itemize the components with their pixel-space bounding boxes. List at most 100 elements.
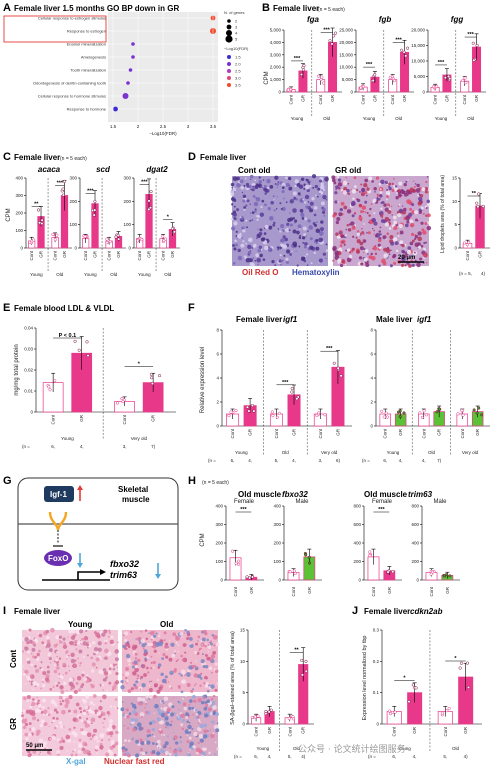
panel-i-micro-old-gr-cell — [136, 753, 138, 755]
panel-i-micro-young-gr-cell — [59, 700, 61, 703]
panel-a-dot — [128, 68, 133, 72]
panel-c-sig-label: *** — [57, 181, 64, 187]
panel-b-cond-label: GR — [372, 94, 377, 102]
panel-i-micro-young-gr-cell — [78, 738, 82, 742]
panel-f-n: 3, — [318, 458, 322, 463]
panel-b-sig-label: *** — [294, 56, 301, 62]
panel-a-chart: Cellular response to estrogen stimulusRe… — [33, 10, 249, 136]
panel-i-micro-old-cont-cell — [125, 677, 128, 680]
panel-d-micro-cont-cell — [255, 197, 261, 202]
panel-i-micro-young-gr-cell — [52, 716, 56, 720]
panel-d-micro-gr-cell — [347, 192, 351, 195]
panel-i-micro-young-gr-cell — [51, 721, 53, 724]
panel-i-micro-old-cont-cell — [135, 638, 137, 640]
panel-f-n: 6) — [336, 458, 341, 463]
panel-d-micro-cont-cell — [304, 194, 310, 200]
panel-d-micro-gr-cell — [364, 200, 368, 204]
panel-d-micro-gr-cell — [410, 223, 415, 228]
panel-d-micro-cont-cell — [249, 203, 251, 205]
panel-i-micro-old-gr-cell — [173, 749, 178, 754]
panel-d-micro-gr-cell — [399, 189, 405, 195]
panel-d-micro-cont-cell — [320, 201, 325, 206]
panel-d-micro-cont-cell — [298, 184, 304, 189]
panel-i-micro-old-gr-cell — [177, 747, 182, 751]
panel-a-dot — [126, 81, 130, 85]
panel-f-female-dot — [290, 386, 294, 390]
panel-d-micro-gr-cell — [406, 199, 412, 204]
panel-d-micro-gr-cell — [390, 241, 395, 246]
panel-c-group-label: Young — [30, 272, 43, 277]
panel-b-fgg-ytick-label: 10,000 — [411, 59, 425, 64]
panel-d-micro-gr-cell — [383, 253, 389, 259]
panel-c-scd-ytick-label: 300 — [69, 176, 77, 181]
panel-i-micro-young-cont-cell — [109, 639, 115, 645]
panel-d-micro-cont-cell — [267, 186, 270, 190]
panel-d-micro-gr-cell — [373, 186, 377, 191]
panel-i-micro-young-gr-cell — [62, 740, 66, 743]
panel-c-scd-dot — [93, 199, 97, 203]
panel-d-micro-cont-cell — [321, 189, 323, 192]
panel-d-micro-gr-cell — [413, 251, 416, 254]
panel-f-female-ytick-label: 8 — [216, 328, 219, 333]
panel-d-micro-gr-cell — [355, 188, 359, 192]
panel-d-micro-gr-cell — [378, 182, 382, 186]
panel-c-acaca-dot — [55, 233, 59, 237]
panel-i-micro-young-gr-cell — [108, 726, 113, 732]
panel-i-micro-young-cont-cell — [74, 659, 77, 662]
panel-f-ylabel: Relative expression level — [200, 347, 206, 413]
panel-f-female-dot — [315, 413, 319, 418]
panel-i-micro-young-cont-cell — [98, 669, 104, 675]
panel-d-micro-cont-cell — [253, 201, 259, 207]
panel-d-micro-gr-cell — [426, 262, 428, 264]
panel-d-ytick-label: 5 — [454, 222, 457, 227]
panel-c-sig-label: ** — [34, 202, 39, 208]
panel-i-micro-old-cont-cell — [179, 631, 184, 636]
panel-i-micro-old-cont-cell — [165, 655, 169, 659]
panel-d-micro-gr-cell — [388, 205, 391, 207]
panel-i-micro-young-gr-cell — [61, 737, 64, 740]
panel-i-micro-young-gr-cell — [24, 732, 29, 737]
panel-i-micro-young-cont-cell — [36, 652, 40, 657]
panel-d-micro-gr-cell — [364, 211, 367, 214]
panel-i-micro-old-cont-cell — [210, 684, 215, 689]
panel-i-micro-old-cont-cell — [181, 669, 186, 674]
panel-d-micro-gr-cell — [380, 179, 385, 185]
panel-i-micro-young-gr-cell — [88, 708, 91, 712]
panel-i-micro-young-gr-cell — [72, 717, 77, 722]
panel-i-micro-young-cont-cell — [114, 657, 119, 662]
panel-b-fgg-dot — [471, 41, 475, 45]
panel-i-micro-old-cont-cell — [143, 673, 147, 677]
panel-i-micro-old-gr-cell — [125, 708, 129, 712]
panel-b-group-label: Young — [363, 116, 376, 121]
panel-d-micro-cont-cell — [280, 264, 282, 266]
panel-d-micro-cont-cell — [252, 257, 255, 259]
panel-h-trim63-female-dot — [391, 570, 395, 574]
panel-i-micro-young-cont-cell — [74, 643, 77, 647]
panel-d-micro-cont-cell — [299, 208, 304, 213]
panel-h-gene1: fbxo32 — [282, 490, 308, 499]
panel-i-micro-old-cont-cell — [127, 658, 132, 663]
panel-h-fbxo32-male-ytick-label: 300 — [273, 522, 281, 527]
panel-d-micro-gr-cell — [344, 234, 348, 237]
panel-i-micro-young-gr-cell — [68, 709, 71, 713]
panel-d-micro-cont-cell — [255, 215, 258, 217]
panel-f-male-group-label: Old — [428, 450, 436, 455]
panel-i-micro-young-gr-cell — [83, 749, 88, 755]
panel-d-micro-cont-cell — [243, 255, 246, 258]
panel-i-micro-old-gr-cell — [174, 752, 178, 757]
panel-f-male-ytick-label: 8 — [370, 328, 373, 333]
panel-d-micro-gr-cell — [362, 210, 365, 213]
panel-i-micro-young-gr-cell — [99, 733, 105, 738]
highlight-box — [3, 15, 107, 43]
panel-d-micro-gr-cell — [373, 212, 376, 215]
panel-i-micro-young-gr-cell — [58, 695, 63, 700]
panel-c-acaca-dot — [38, 221, 42, 225]
panel-d-micro-gr-cell — [382, 261, 387, 266]
panel-d-micro-gr-cell — [381, 216, 383, 219]
panel-b-group-label: Young — [435, 116, 448, 121]
panel-i-micro-old-cont-cell — [168, 657, 173, 662]
panel-d-micro-cont-cell — [315, 242, 318, 245]
panel-d-micro-gr-cell — [364, 191, 368, 194]
panel-i-micro-old-gr-cell — [148, 698, 151, 700]
panel-i-micro-old-cont-cell — [186, 633, 191, 637]
